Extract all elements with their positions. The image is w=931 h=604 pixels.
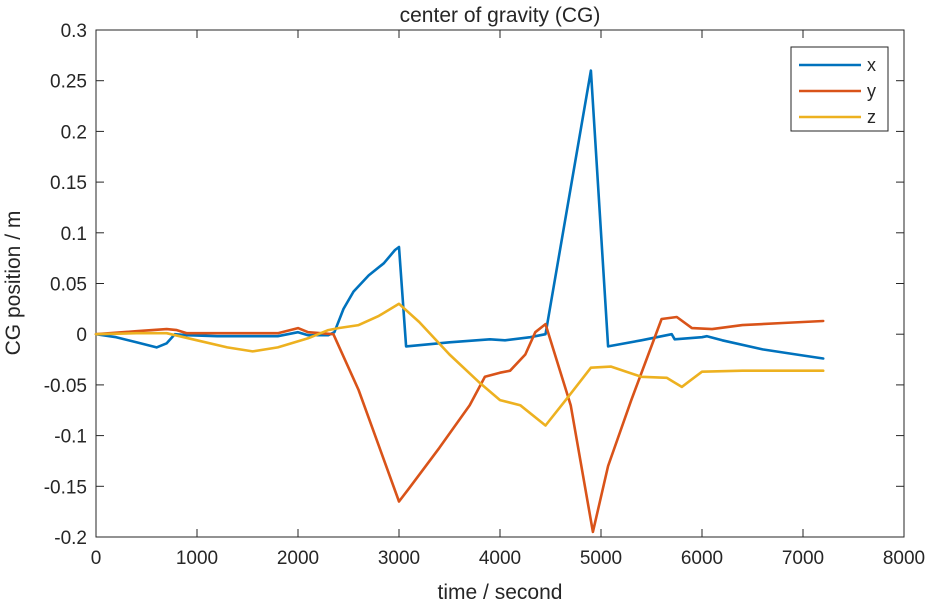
chart-title: center of gravity (CG) [400,4,601,27]
plot-frame [95,29,905,538]
x-tick-label: 7000 [782,548,824,569]
y-tick-label: -0.2 [54,528,87,549]
y-tick-label: -0.1 [54,427,87,448]
x-tick-label: 2000 [277,548,319,569]
x-tick-label: 1000 [176,548,218,569]
x-axis: 0 1000 2000 3000 4000 5000 6000 7000 8000 [91,30,925,569]
x-tick-label: 4000 [479,548,521,569]
x-tick-label: 0 [91,548,102,569]
x-tick-label: 6000 [681,548,723,569]
y-tick-label: 0 [76,325,87,346]
legend-label-x: x [867,55,876,75]
y-tick-label: 0.05 [50,275,87,296]
series-line-x [94,69,825,360]
x-tick-label: 3000 [378,548,420,569]
plot-area [95,29,905,538]
series-line-y [94,315,825,534]
y-tick-label: 0.25 [50,72,87,93]
y-tick-label: 0.2 [61,122,87,143]
x-axis-label: time / second [438,581,563,604]
x-tick-label: 8000 [883,548,925,569]
legend-label-y: y [867,81,876,101]
x-tick-label: 5000 [580,548,622,569]
y-axis-label: CG position / m [2,211,25,356]
y-tick-label: -0.15 [44,477,87,498]
y-axis: -0.2 -0.15 -0.1 -0.05 0 0.05 0.1 0.15 0.2 0.25 0.3 [44,21,904,549]
y-tick-label: 0.1 [61,224,87,245]
y-tick-label: 0.3 [61,21,87,42]
y-tick-label: 0.15 [50,173,87,194]
series-line-z [94,302,825,427]
y-tick-label: -0.05 [44,376,87,397]
legend: xyz [790,46,889,132]
legend-label-z: z [867,107,876,127]
series-layer [94,69,825,534]
